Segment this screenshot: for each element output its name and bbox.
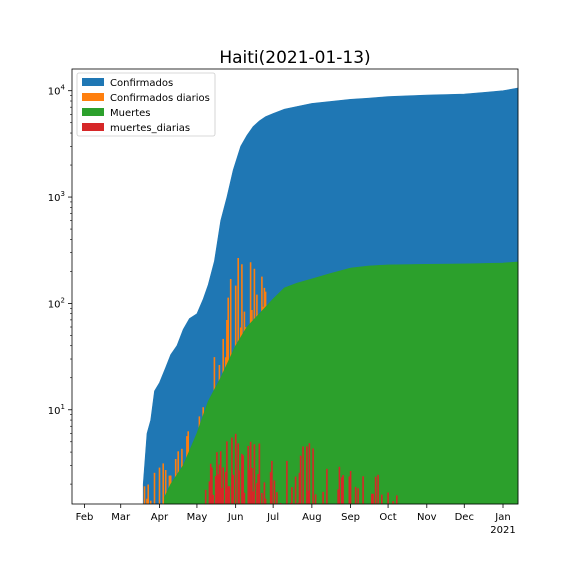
x-tick-label-3: May [187,512,208,523]
y-tick-label-0: 101 [48,403,65,417]
legend: Confirmados Confirmados diarios Muertes mue… [77,73,215,136]
x-tick-label-7: Sep [341,512,360,523]
x-tick-label-6: Aug [302,512,322,523]
legend-label-0: Confirmados [110,78,173,89]
x-tick-label-11: Jan [494,512,510,523]
y-tick-label-2: 103 [48,190,65,204]
x-tick-label-9: Nov [417,512,437,523]
legend-swatch-1 [82,93,104,101]
y-tick-label-3: 104 [48,84,66,98]
legend-swatch-0 [82,78,104,86]
x-tick-label-10: Dec [455,512,474,523]
legend-label-1: Confirmados diarios [110,93,210,104]
legend-swatch-2 [82,108,104,116]
x-tick-label-5: Jul [266,512,279,523]
x-tick-sublabel-11: 2021 [490,525,515,536]
y-tick-label-1: 102 [48,296,65,310]
chart-title: Haiti(2021-01-13) [219,48,370,68]
plot-area [143,88,518,504]
x-tick-label-2: Apr [151,512,169,523]
legend-label-2: Muertes [110,108,151,119]
x-tick-label-8: Oct [379,512,396,523]
x-tick-label-1: Mar [111,512,131,523]
x-tick-label-4: Jun [227,512,244,523]
legend-swatch-3 [82,123,104,131]
x-tick-label-0: Feb [76,512,94,523]
legend-label-3: muertes_diarias [110,123,190,134]
